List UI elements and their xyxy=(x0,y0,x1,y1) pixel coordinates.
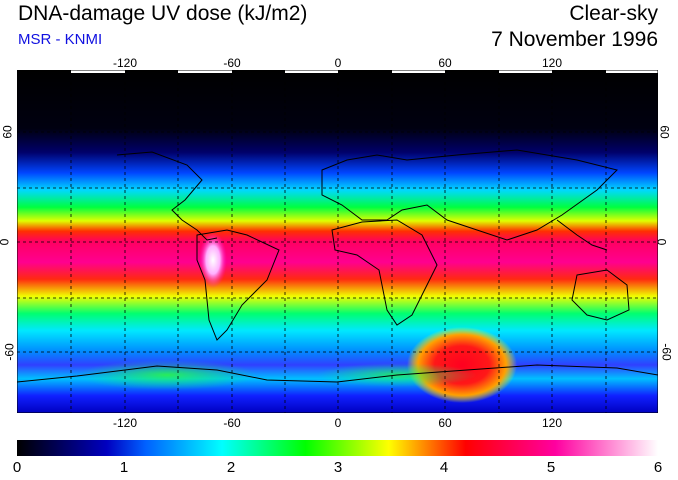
colorbar-tick: 1 xyxy=(119,459,129,476)
lon-tick-bottom: 0 xyxy=(334,416,342,430)
sky-condition: Clear-sky xyxy=(569,2,658,25)
lon-tick-top: -60 xyxy=(223,56,241,70)
lat-tick-left: 60 xyxy=(0,125,15,139)
map-title: DNA-damage UV dose (kJ/m2) xyxy=(18,2,308,25)
colorbar xyxy=(17,440,658,456)
lon-tick-top: 120 xyxy=(541,56,563,70)
lon-tick-top: 60 xyxy=(438,56,452,70)
lon-tick-bottom: -120 xyxy=(112,416,138,430)
lat-tick-left: -60 xyxy=(2,343,17,361)
map-date: 7 November 1996 xyxy=(491,28,658,51)
lon-tick-bottom: 120 xyxy=(541,416,563,430)
lon-tick-top: -120 xyxy=(112,56,138,70)
lat-tick-left: 0 xyxy=(0,239,11,246)
map-subtitle: MSR - KNMI xyxy=(18,31,103,48)
uv-dose-map xyxy=(17,70,658,413)
colorbar-tick: 2 xyxy=(226,459,236,476)
lon-tick-bottom: 60 xyxy=(438,416,452,430)
lon-tick-bottom: -60 xyxy=(223,416,241,430)
colorbar-tick: 5 xyxy=(546,459,556,476)
lat-tick-right: -60 xyxy=(659,343,674,361)
lon-tick-top: 0 xyxy=(334,56,342,70)
colorbar-tick: 3 xyxy=(333,459,343,476)
lat-tick-right: 60 xyxy=(657,125,672,139)
colorbar-tick: 6 xyxy=(653,459,663,476)
colorbar-tick: 4 xyxy=(439,459,449,476)
colorbar-tick: 0 xyxy=(12,459,22,476)
